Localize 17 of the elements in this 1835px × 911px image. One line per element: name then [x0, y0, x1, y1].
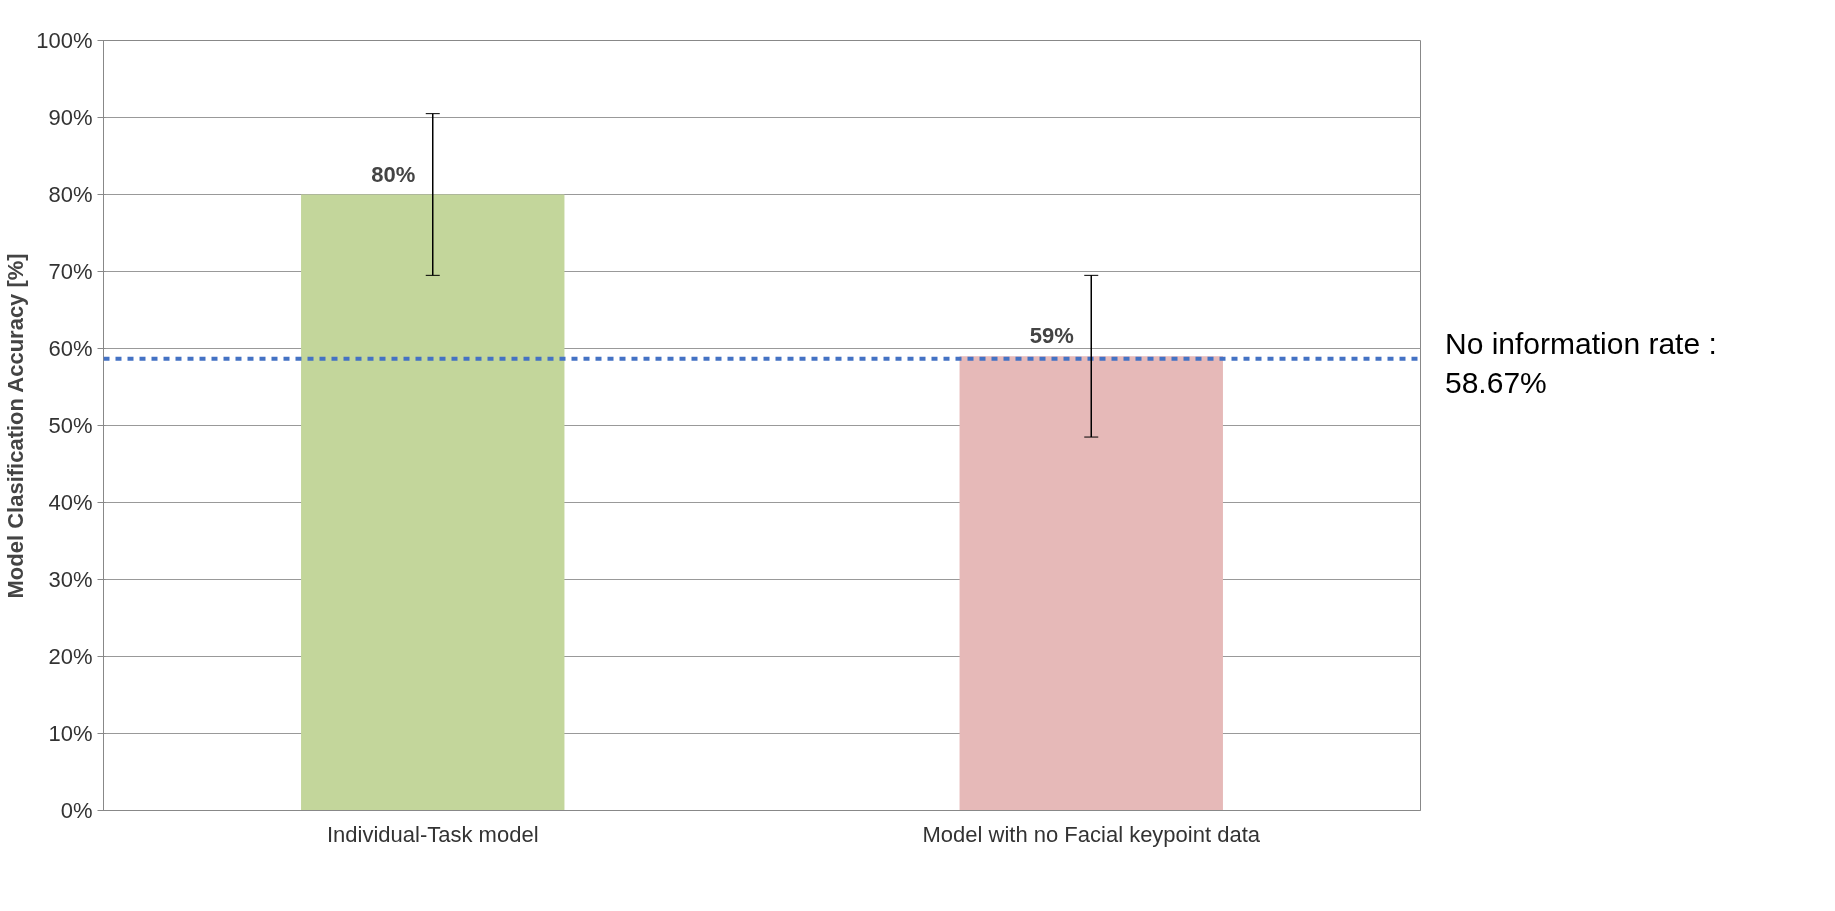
- x-tick-label: Model with no Facial keypoint data: [922, 821, 1261, 847]
- y-axis-title: Model Clasification Accuracy [%]: [3, 253, 29, 599]
- y-tick-label: 80%: [48, 182, 93, 207]
- y-tick-label: 90%: [48, 105, 93, 130]
- y-tick-label: 30%: [48, 567, 93, 592]
- y-tick-label: 50%: [48, 413, 93, 438]
- data-label: 59%: [1029, 323, 1074, 349]
- y-tick-label: 70%: [48, 259, 93, 284]
- y-tick-label: 60%: [48, 336, 93, 361]
- y-tick-label: 20%: [48, 644, 93, 669]
- y-tick-label: 40%: [48, 490, 93, 515]
- y-tick-label: 100%: [36, 28, 93, 53]
- y-tick-label: 0%: [60, 798, 93, 823]
- y-tick-label: 10%: [48, 721, 93, 746]
- ref-line-label: No information rate : 58.67%: [1445, 326, 1718, 401]
- x-tick-label: Individual-Task model: [326, 821, 539, 847]
- data-label: 80%: [371, 161, 416, 187]
